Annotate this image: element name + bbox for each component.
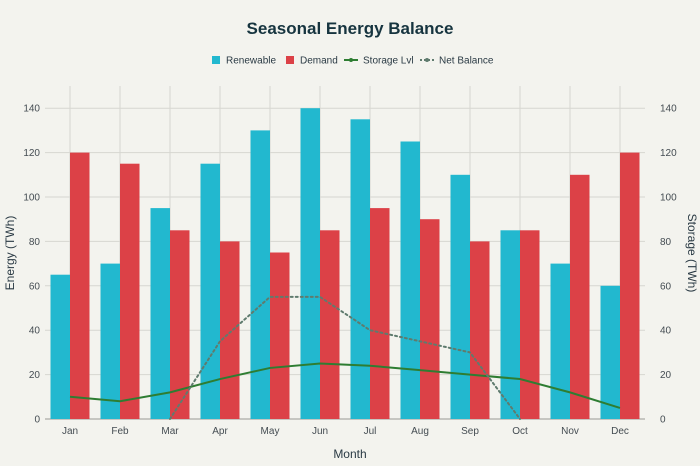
y-tick-label: 140	[23, 104, 40, 115]
bar-renewable	[100, 263, 120, 419]
legend-label-renewable: Renewable	[226, 56, 276, 67]
bars	[50, 108, 640, 420]
bar-demand	[320, 230, 340, 419]
bar-renewable	[500, 230, 520, 419]
bar-renewable	[250, 130, 270, 419]
bar-renewable	[50, 274, 70, 419]
line-net-balance	[169, 295, 521, 420]
y-tick-label: 0	[34, 415, 40, 426]
legend-label-net-balance: Net Balance	[439, 56, 494, 67]
legend-marker-storage-lvl	[349, 58, 353, 62]
legend-swatch-demand	[286, 56, 294, 64]
x-tick-label: Oct	[512, 426, 528, 437]
bar-demand	[170, 230, 190, 419]
chart-title: Seasonal Energy Balance	[247, 19, 454, 38]
y-tick-label: 60	[29, 281, 41, 292]
x-tick-label: Aug	[411, 426, 429, 437]
x-axis-label: Month	[333, 447, 366, 461]
bar-renewable	[600, 285, 620, 419]
y2-tick-label: 60	[660, 281, 672, 292]
bar-renewable	[550, 263, 570, 419]
bar-demand	[270, 252, 290, 419]
y-axis-label: Energy (TWh)	[3, 216, 17, 291]
y-tick-label: 40	[29, 326, 41, 337]
y-tick-label: 120	[23, 148, 40, 159]
y-tick-label: 80	[29, 237, 41, 248]
y2-tick-label: 80	[660, 237, 672, 248]
bar-demand	[470, 241, 490, 419]
bar-renewable	[450, 174, 470, 419]
y2-tick-labels: 0 20 40 60 80 100 120 140	[660, 104, 677, 426]
bar-renewable	[150, 208, 170, 419]
y2-tick-label: 40	[660, 326, 672, 337]
y2-tick-label: 0	[660, 415, 666, 426]
x-tick-labels: Jan Feb Mar Apr May Jun Jul Aug Sep Oct Nov Dec	[62, 426, 629, 437]
line-storage-lvl	[69, 362, 621, 409]
x-tick-label: Apr	[212, 426, 228, 437]
legend-label-storage-lvl: Storage Lvl	[363, 56, 414, 67]
y-tick-label: 20	[29, 370, 41, 381]
bar-renewable	[400, 141, 420, 419]
y2-tick-label: 140	[660, 104, 677, 115]
bar-demand	[220, 241, 240, 419]
bar-demand	[620, 152, 640, 419]
legend-marker-net-balance	[425, 58, 429, 62]
bar-demand	[120, 163, 140, 419]
bar-renewable	[200, 163, 220, 419]
bar-demand	[570, 174, 590, 419]
y-tick-label: 100	[23, 193, 40, 204]
legend: Renewable Demand Storage Lvl Net Balance	[212, 56, 494, 67]
lines	[69, 295, 621, 420]
bar-demand	[70, 152, 90, 419]
x-tick-label: Jan	[62, 426, 78, 437]
bar-demand	[370, 208, 390, 419]
x-tick-label: May	[261, 426, 280, 437]
legend-swatch-renewable	[212, 56, 220, 64]
bar-demand	[520, 230, 540, 419]
legend-label-demand: Demand	[300, 56, 338, 67]
y2-tick-label: 20	[660, 370, 672, 381]
x-tick-label: Dec	[611, 426, 629, 437]
x-tick-label: Sep	[461, 426, 479, 437]
y2-tick-label: 100	[660, 193, 677, 204]
y2-axis-label: Storage (TWh)	[685, 214, 699, 293]
bar-demand	[420, 219, 440, 419]
bar-renewable	[300, 108, 320, 419]
x-tick-label: Mar	[161, 426, 179, 437]
x-tick-label: Jul	[364, 426, 377, 437]
y2-tick-label: 120	[660, 148, 677, 159]
bar-renewable	[350, 119, 370, 420]
y-tick-labels: 0 20 40 60 80 100 120 140	[23, 104, 40, 426]
x-tick-label: Feb	[111, 426, 129, 437]
x-tick-label: Nov	[561, 426, 579, 437]
x-tick-label: Jun	[312, 426, 328, 437]
